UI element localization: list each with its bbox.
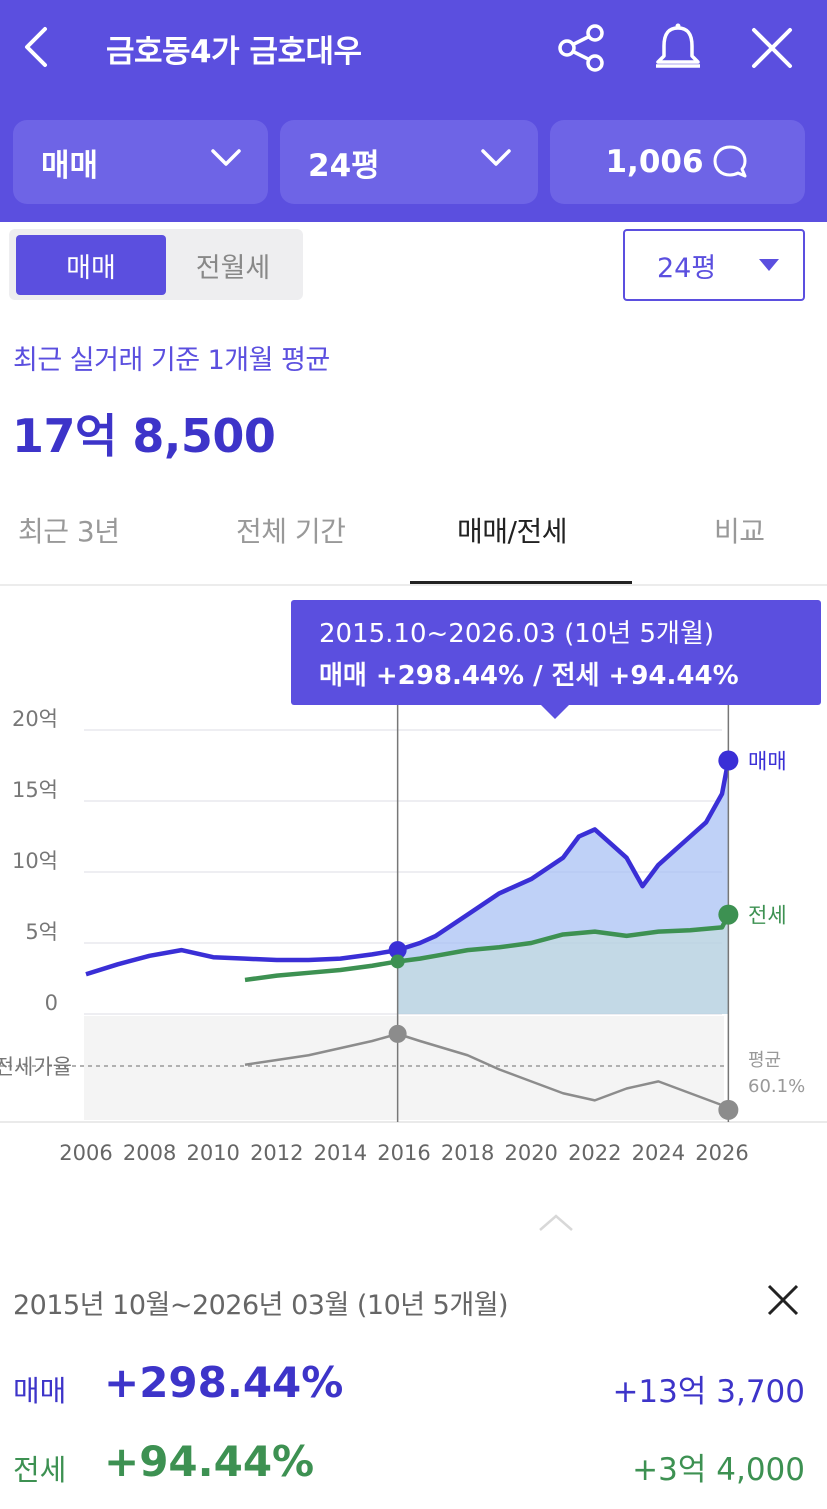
x-tick-label: 2024 [632,1141,685,1165]
area-label: 24평 [308,147,380,184]
sale-line [85,760,731,977]
x-tick-label: 2026 [695,1141,748,1165]
x-tick-label: 2014 [314,1141,367,1165]
summary-jeonse-amount: +3억 4,000 [632,1452,805,1488]
x-tick-label: 2010 [186,1141,239,1165]
jeonse-area-fill [397,914,729,1014]
chevron-down-icon [211,149,241,166]
active-tab-indicator [410,581,632,584]
page-title: 금호동4가 금호대우 [106,34,362,70]
summary-sale-amount: +13억 3,700 [612,1374,805,1410]
x-tick-label: 2012 [250,1141,303,1165]
header: 금호동4가 금호대우 매매 [0,0,827,222]
y-tick-label: 10억 [12,849,58,873]
comment-icon [713,145,747,178]
chevron-down-icon [481,149,511,166]
trade-type-label: 매매 [41,147,99,184]
x-tick-label: 2008 [123,1141,176,1165]
trade-type-selector[interactable]: 매매 [13,120,268,204]
x-tick-label: 2006 [59,1141,112,1165]
y-tick-label: 5억 [25,920,58,944]
close-icon [767,1284,799,1316]
x-tick-label: 2016 [377,1141,430,1165]
trade-type-toggle: 매매 전월세 [9,229,303,300]
selector-bar: 매매 24평 1,006 [0,120,827,204]
summary-jeonse-label: 전세 [13,1453,67,1487]
sale-series-label: 매매 [748,750,787,774]
top-bar: 금호동4가 금호대우 [0,0,827,100]
ratio-average-label: 평균 [748,1050,781,1071]
y-tick-label: 0 [45,991,58,1015]
share-icon [558,24,604,72]
x-tick-label: 2022 [568,1141,621,1165]
sale-start-marker [388,941,407,960]
chevron-left-icon [25,27,47,67]
tab-sale-jeonse[interactable]: 매매/전세 [457,515,567,548]
area-dropdown-value: 24평 [657,252,717,284]
summary-sale-rate: +298.44% [104,1358,344,1407]
area-selector[interactable]: 24평 [280,120,538,204]
jeonse-series-label: 전세 [748,904,787,928]
y-tick-label: 20억 [12,707,58,731]
close-icon [752,28,792,68]
tab-all-period[interactable]: 전체 기간 [236,515,346,548]
ratio-line [244,1032,730,1111]
jeonse-end-marker [718,904,739,925]
share-button[interactable] [553,20,609,76]
comments-button[interactable]: 1,006 [550,120,805,204]
jeonse-line [244,913,731,983]
area-dropdown[interactable]: 24평 [623,229,805,301]
price-caption: 최근 실거래 기준 1개월 평균 [13,345,330,376]
ratio-label: 전세가율 [0,1055,72,1079]
range-tooltip: 2015.10~2026.03 (10년 5개월) 매매 +298.44% / … [291,600,821,719]
summary-jeonse-rate: +94.44% [104,1437,315,1486]
summary-close-button[interactable] [758,1275,808,1325]
x-tick-label: 2018 [441,1141,494,1165]
caret-down-icon [759,259,779,271]
ratio-end-marker [718,1099,739,1120]
summary-sale-label: 매매 [13,1374,67,1408]
toggle-sale[interactable]: 매매 [16,235,166,295]
comment-count: 1,006 [605,144,704,180]
toggle-rent[interactable]: 전월세 [195,252,271,284]
tab-recent-3y[interactable]: 최근 3년 [18,515,120,548]
chevron-up-icon[interactable] [536,1210,576,1234]
x-tick-label: 2020 [504,1141,557,1165]
average-price: 17억 8,500 [12,409,276,463]
notification-button[interactable] [650,20,706,76]
summary-range: 2015년 10월~2026년 03월 (10년 5개월) [13,1290,509,1321]
bell-icon [656,23,700,68]
tooltip-range: 2015.10~2026.03 (10년 5개월) [319,619,715,649]
tooltip-rates: 매매 +298.44% / 전세 +94.44% [319,661,739,691]
close-button[interactable] [744,20,800,76]
ratio-average-value: 60.1% [748,1076,805,1097]
tab-compare[interactable]: 비교 [714,515,765,548]
y-tick-label: 15억 [12,778,58,802]
back-button[interactable] [14,22,58,72]
period-tabs: 최근 3년 전체 기간 매매/전세 비교 [0,480,827,586]
sale-end-marker [718,750,739,771]
ratio-start-marker [388,1024,407,1043]
jeonse-start-marker [390,954,405,969]
